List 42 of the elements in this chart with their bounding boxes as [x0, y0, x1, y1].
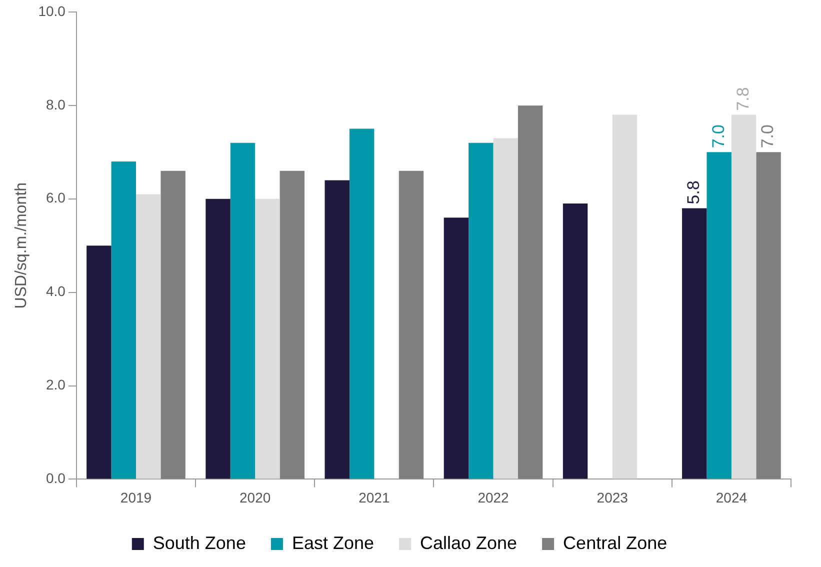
y-tick-label: 10.0: [38, 2, 66, 19]
y-axis-title: USD/sq.m./month: [13, 182, 30, 309]
bar: [324, 180, 350, 479]
bar: [86, 246, 112, 479]
bar: [160, 170, 186, 479]
y-tick-label: 2.0: [46, 376, 66, 393]
bar: [468, 142, 494, 479]
x-tick-label: 2019: [120, 489, 152, 506]
bar: [444, 218, 469, 479]
bar: [136, 194, 161, 479]
y-tick-label: 8.0: [46, 96, 66, 112]
bar: [562, 204, 588, 479]
bar: [398, 170, 424, 479]
y-tick-label: 6.0: [46, 190, 66, 206]
x-tick-label: 2024: [716, 489, 748, 506]
data-label: 7.0: [708, 124, 728, 148]
bar: [111, 162, 136, 479]
bar: [280, 170, 305, 479]
data-label: 5.8: [684, 180, 704, 204]
bar: [349, 128, 374, 479]
x-tick-label: 2021: [358, 489, 390, 506]
bar: [682, 208, 707, 479]
legend-label: Callao Zone: [420, 532, 518, 553]
bar: [706, 152, 732, 479]
y-tick-label: 4.0: [46, 283, 66, 300]
data-label: 7.0: [758, 124, 778, 148]
bar: [731, 114, 756, 479]
data-label: 7.8: [733, 87, 752, 111]
x-tick-label: 2020: [240, 489, 271, 506]
bar: [756, 152, 781, 479]
bar: [518, 105, 543, 479]
bar: [493, 138, 518, 479]
legend-label: Central Zone: [563, 532, 668, 553]
y-tick-label: 0.0: [46, 470, 66, 486]
bar: [206, 198, 230, 479]
x-tick-label: 2023: [596, 489, 628, 506]
bar: [612, 114, 638, 479]
bar: [230, 142, 256, 479]
legend-label: East Zone: [292, 532, 374, 553]
bar: [255, 198, 280, 479]
x-tick-label: 2022: [478, 489, 510, 506]
legend-label: South Zone: [152, 532, 246, 553]
